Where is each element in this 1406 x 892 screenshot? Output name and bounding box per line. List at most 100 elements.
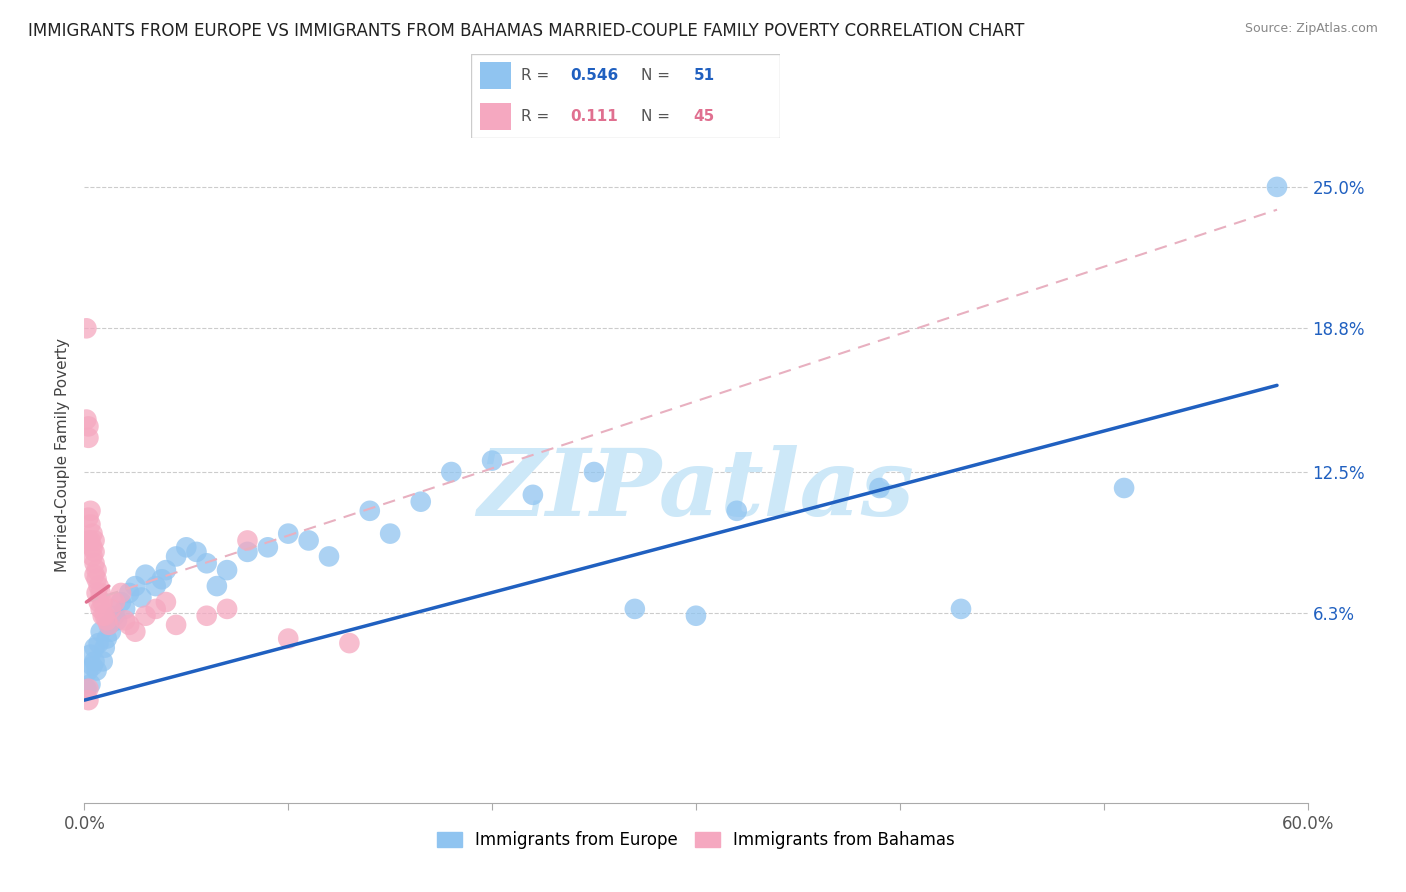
Point xyxy=(1114,481,1136,495)
Text: R =: R = xyxy=(520,109,564,124)
Point xyxy=(82,549,104,564)
Point xyxy=(481,453,503,467)
Point xyxy=(77,533,100,548)
FancyBboxPatch shape xyxy=(481,62,512,89)
Point xyxy=(100,602,122,616)
Text: N =: N = xyxy=(641,68,675,83)
Point xyxy=(104,595,127,609)
Point xyxy=(195,608,218,623)
Point xyxy=(118,586,141,600)
Point xyxy=(110,595,132,609)
Text: ZIPatlas: ZIPatlas xyxy=(478,445,914,534)
Point xyxy=(409,494,432,508)
Point xyxy=(950,602,973,616)
Point xyxy=(155,595,177,609)
Point xyxy=(725,504,748,518)
Point xyxy=(124,579,146,593)
Point xyxy=(205,579,228,593)
Point xyxy=(90,624,112,639)
Point xyxy=(100,624,122,639)
Point xyxy=(96,613,118,627)
Point xyxy=(110,586,132,600)
Point xyxy=(359,504,381,518)
Point xyxy=(90,602,112,616)
Point xyxy=(86,586,108,600)
Point xyxy=(105,613,128,627)
Point xyxy=(257,541,280,555)
Point xyxy=(124,624,146,639)
Point xyxy=(155,563,177,577)
Point xyxy=(90,586,112,600)
Point xyxy=(685,608,707,623)
Point xyxy=(1265,180,1288,194)
Point xyxy=(77,510,100,524)
Point xyxy=(186,545,208,559)
Point xyxy=(118,618,141,632)
Point xyxy=(83,654,105,668)
Point xyxy=(624,602,647,616)
Point xyxy=(87,579,110,593)
Point xyxy=(131,591,153,605)
Text: 0.546: 0.546 xyxy=(569,68,619,83)
Point xyxy=(869,481,891,495)
Y-axis label: Married-Couple Family Poverty: Married-Couple Family Poverty xyxy=(55,338,70,572)
FancyBboxPatch shape xyxy=(471,54,780,138)
Point xyxy=(75,412,97,426)
Point xyxy=(77,664,100,678)
Point xyxy=(83,640,105,655)
Point xyxy=(97,618,120,632)
Point xyxy=(82,541,104,555)
Point xyxy=(82,659,104,673)
Point xyxy=(522,488,544,502)
Point xyxy=(83,533,105,548)
Point xyxy=(150,572,173,586)
Point xyxy=(82,526,104,541)
Point xyxy=(339,636,361,650)
Point xyxy=(195,556,218,570)
Point xyxy=(93,640,115,655)
Point xyxy=(83,556,105,570)
Point xyxy=(217,602,239,616)
Text: 0.111: 0.111 xyxy=(569,109,617,124)
Point xyxy=(583,465,606,479)
Point xyxy=(77,419,100,434)
Point xyxy=(145,579,167,593)
Point xyxy=(86,572,108,586)
Point xyxy=(77,681,100,696)
Point xyxy=(236,533,259,548)
Point xyxy=(145,602,167,616)
Point xyxy=(174,541,197,555)
Point xyxy=(318,549,340,564)
Point xyxy=(165,549,187,564)
Point xyxy=(380,526,402,541)
Text: IMMIGRANTS FROM EUROPE VS IMMIGRANTS FROM BAHAMAS MARRIED-COUPLE FAMILY POVERTY : IMMIGRANTS FROM EUROPE VS IMMIGRANTS FRO… xyxy=(28,22,1025,40)
Text: 45: 45 xyxy=(693,109,716,124)
Point xyxy=(165,618,187,632)
Point xyxy=(96,632,118,646)
Point xyxy=(75,321,97,335)
Point xyxy=(79,517,101,532)
Point xyxy=(97,618,120,632)
Point xyxy=(277,526,299,541)
Point xyxy=(86,664,108,678)
Point xyxy=(135,567,157,582)
Point xyxy=(79,648,101,662)
Point xyxy=(77,431,100,445)
Point xyxy=(93,608,115,623)
Point xyxy=(79,533,101,548)
Point xyxy=(77,693,100,707)
Point xyxy=(91,654,114,668)
Point xyxy=(440,465,463,479)
Point xyxy=(114,602,136,616)
Point xyxy=(91,595,114,609)
Text: R =: R = xyxy=(520,68,554,83)
Point xyxy=(104,608,127,623)
Text: 51: 51 xyxy=(693,68,714,83)
Point xyxy=(87,636,110,650)
Point xyxy=(83,545,105,559)
FancyBboxPatch shape xyxy=(481,103,512,130)
Point xyxy=(277,632,299,646)
Point xyxy=(75,681,97,696)
Point xyxy=(86,563,108,577)
Point xyxy=(87,595,110,609)
